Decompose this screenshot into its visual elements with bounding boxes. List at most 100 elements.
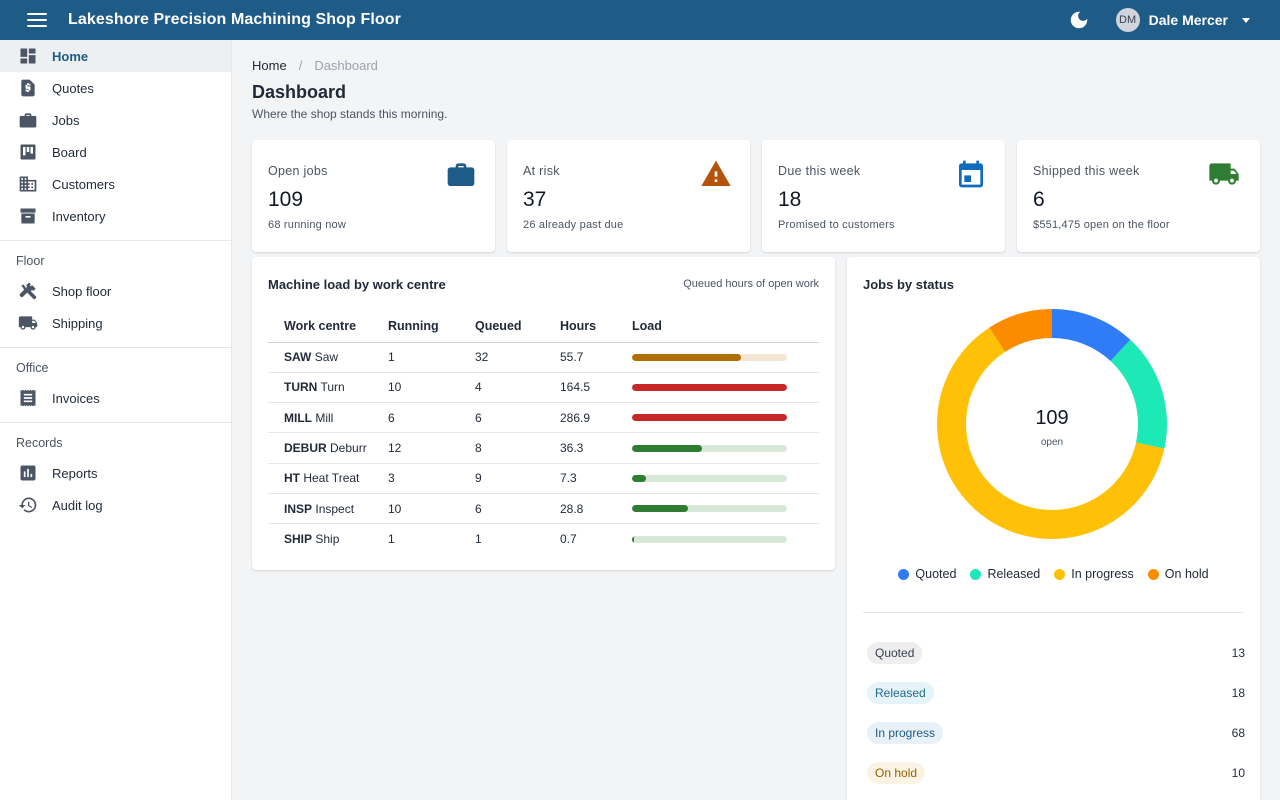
column-header: Queued [475,311,560,343]
work-centre-code: TURN [284,380,318,395]
quote-document-icon [21,79,35,97]
status-pill[interactable]: Released [867,682,934,704]
breadcrumb-home-link[interactable]: Home [252,58,287,73]
kpi-label: Open jobs [268,164,328,178]
machine-load-card: Machine load by work centre Queued hours… [252,257,835,570]
top-app-bar: Lakeshore Precision Machining Shop Floor… [0,0,1280,40]
load-cell [632,493,819,525]
divider [863,612,1244,613]
dashboard-icon [20,48,36,64]
sidebar-item-shop-floor[interactable]: Shop floor [0,275,231,307]
legend-label: On hold [1164,567,1209,581]
hours-cell: 164.5 [560,372,632,404]
breadcrumb-current: Dashboard [314,58,378,73]
legend-item[interactable]: Quoted [898,567,956,581]
dark-mode-moon-icon[interactable] [1068,9,1090,31]
work-centre-code: DEBUR [284,441,327,456]
sidebar-item-quotes[interactable]: Quotes [0,72,231,104]
load-bar-fill [632,535,634,543]
load-cell [632,432,819,464]
sidebar-item-board[interactable]: Board [0,136,231,168]
kpi-value: 37 [523,188,547,211]
kanban-board-icon [20,144,36,160]
sidebar-item-reports[interactable]: Reports [0,457,231,489]
list-item: Released 18 [867,673,1245,713]
work-centre-code: MILL [284,410,312,425]
legend-item[interactable]: On hold [1147,567,1209,581]
kpi-card-at-risk[interactable]: At risk 37 26 already past due [507,140,750,252]
donut-slice-quoted[interactable] [1052,309,1131,362]
kpi-card-shipped-this-week[interactable]: Shipped this week 6 $551,475 open on the… [1017,140,1260,252]
work-centre-cell: SAW Saw [268,342,388,373]
queued-cell: 8 [475,432,560,464]
truck-icon [18,316,38,330]
load-bar-fill [632,474,646,482]
sidebar-item-audit-log[interactable]: Audit log [0,489,231,521]
table-row[interactable]: HT Heat Treat 3 9 7.3 [268,463,819,494]
page-title: Dashboard [252,82,347,102]
page-subtitle: Where the shop stands this morning. [252,107,448,121]
donut-slice-released[interactable] [1110,339,1167,449]
column-header: Hours [560,311,632,343]
queued-cell: 9 [475,463,560,494]
queued-cell: 32 [475,342,560,373]
table-row[interactable]: SHIP Ship 1 1 0.7 [268,524,819,554]
kpi-label: Shipped this week [1033,164,1140,178]
chart-legend: Quoted Released In progress On hold [847,567,1260,581]
status-pill[interactable]: On hold [867,762,926,784]
donut-svg [937,309,1167,539]
legend-label: Quoted [915,567,957,581]
sidebar-item-label: Jobs [52,112,80,128]
sidebar-group-records: Records [16,436,63,450]
table-row[interactable]: SAW Saw 1 32 55.7 [268,342,819,373]
column-header: Running [388,311,475,343]
sidebar-item-customers[interactable]: Customers [0,168,231,200]
kpi-label: At risk [523,164,560,178]
sidebar-item-label: Board [52,144,87,160]
calendar-icon [959,160,983,188]
app-title: Lakeshore Precision Machining Shop Floor [68,11,401,28]
receipt-icon [20,389,36,407]
sidebar: Home Quotes Jobs Board Customers Invento… [0,40,232,800]
legend-swatch [1054,568,1066,580]
sidebar-item-label: Home [52,48,89,64]
legend-item[interactable]: In progress [1054,567,1134,581]
hours-cell: 0.7 [560,532,577,547]
work-centre-cell: HT Heat Treat [268,463,388,494]
user-name: Dale Mercer [1148,12,1228,28]
load-bar-fill [632,505,688,513]
legend-swatch [898,568,910,580]
legend-swatch [970,568,982,580]
hours-cell: 286.9 [560,402,632,434]
work-centre-code: INSP [284,501,313,516]
jobs-by-status-title: Jobs by status [863,277,955,292]
sidebar-item-label: Inventory [52,208,106,224]
sidebar-item-shipping[interactable]: Shipping [0,307,231,339]
donut-slice-on-hold[interactable] [989,309,1052,352]
sidebar-item-invoices[interactable]: Invoices [0,382,231,414]
sidebar-item-jobs[interactable]: Jobs [0,104,231,136]
load-bar-fill [632,353,741,361]
sidebar-item-inventory[interactable]: Inventory [0,200,231,232]
kpi-card-due-this-week[interactable]: Due this week 18 Promised to customers [762,140,1005,252]
user-menu[interactable]: DM Dale Mercer [1115,8,1250,32]
column-header: Load [632,311,819,343]
work-centre-name: Turn [320,380,345,395]
sidebar-item-home[interactable]: Home [0,40,231,72]
status-pill[interactable]: Quoted [867,642,923,664]
table-row[interactable]: DEBUR Deburr 12 8 36.3 [268,432,819,464]
running-cell: 10 [388,493,475,525]
legend-item[interactable]: Released [970,567,1040,581]
table-row[interactable]: TURN Turn 10 4 164.5 [268,372,819,404]
history-icon [18,497,37,513]
status-pill[interactable]: In progress [867,722,944,744]
table-row[interactable]: MILL Mill 6 6 286.9 [268,402,819,434]
menu-icon[interactable] [27,13,47,27]
work-centre-cell: MILL Mill [268,402,388,434]
kpi-card-open-jobs[interactable]: Open jobs 109 68 running now [252,140,495,252]
running-cell: 6 [388,402,475,434]
sidebar-item-label: Shop floor [52,283,112,299]
table-row[interactable]: INSP Inspect 10 6 28.8 [268,493,819,525]
load-cell [632,342,819,373]
load-bar-fill [632,414,787,422]
